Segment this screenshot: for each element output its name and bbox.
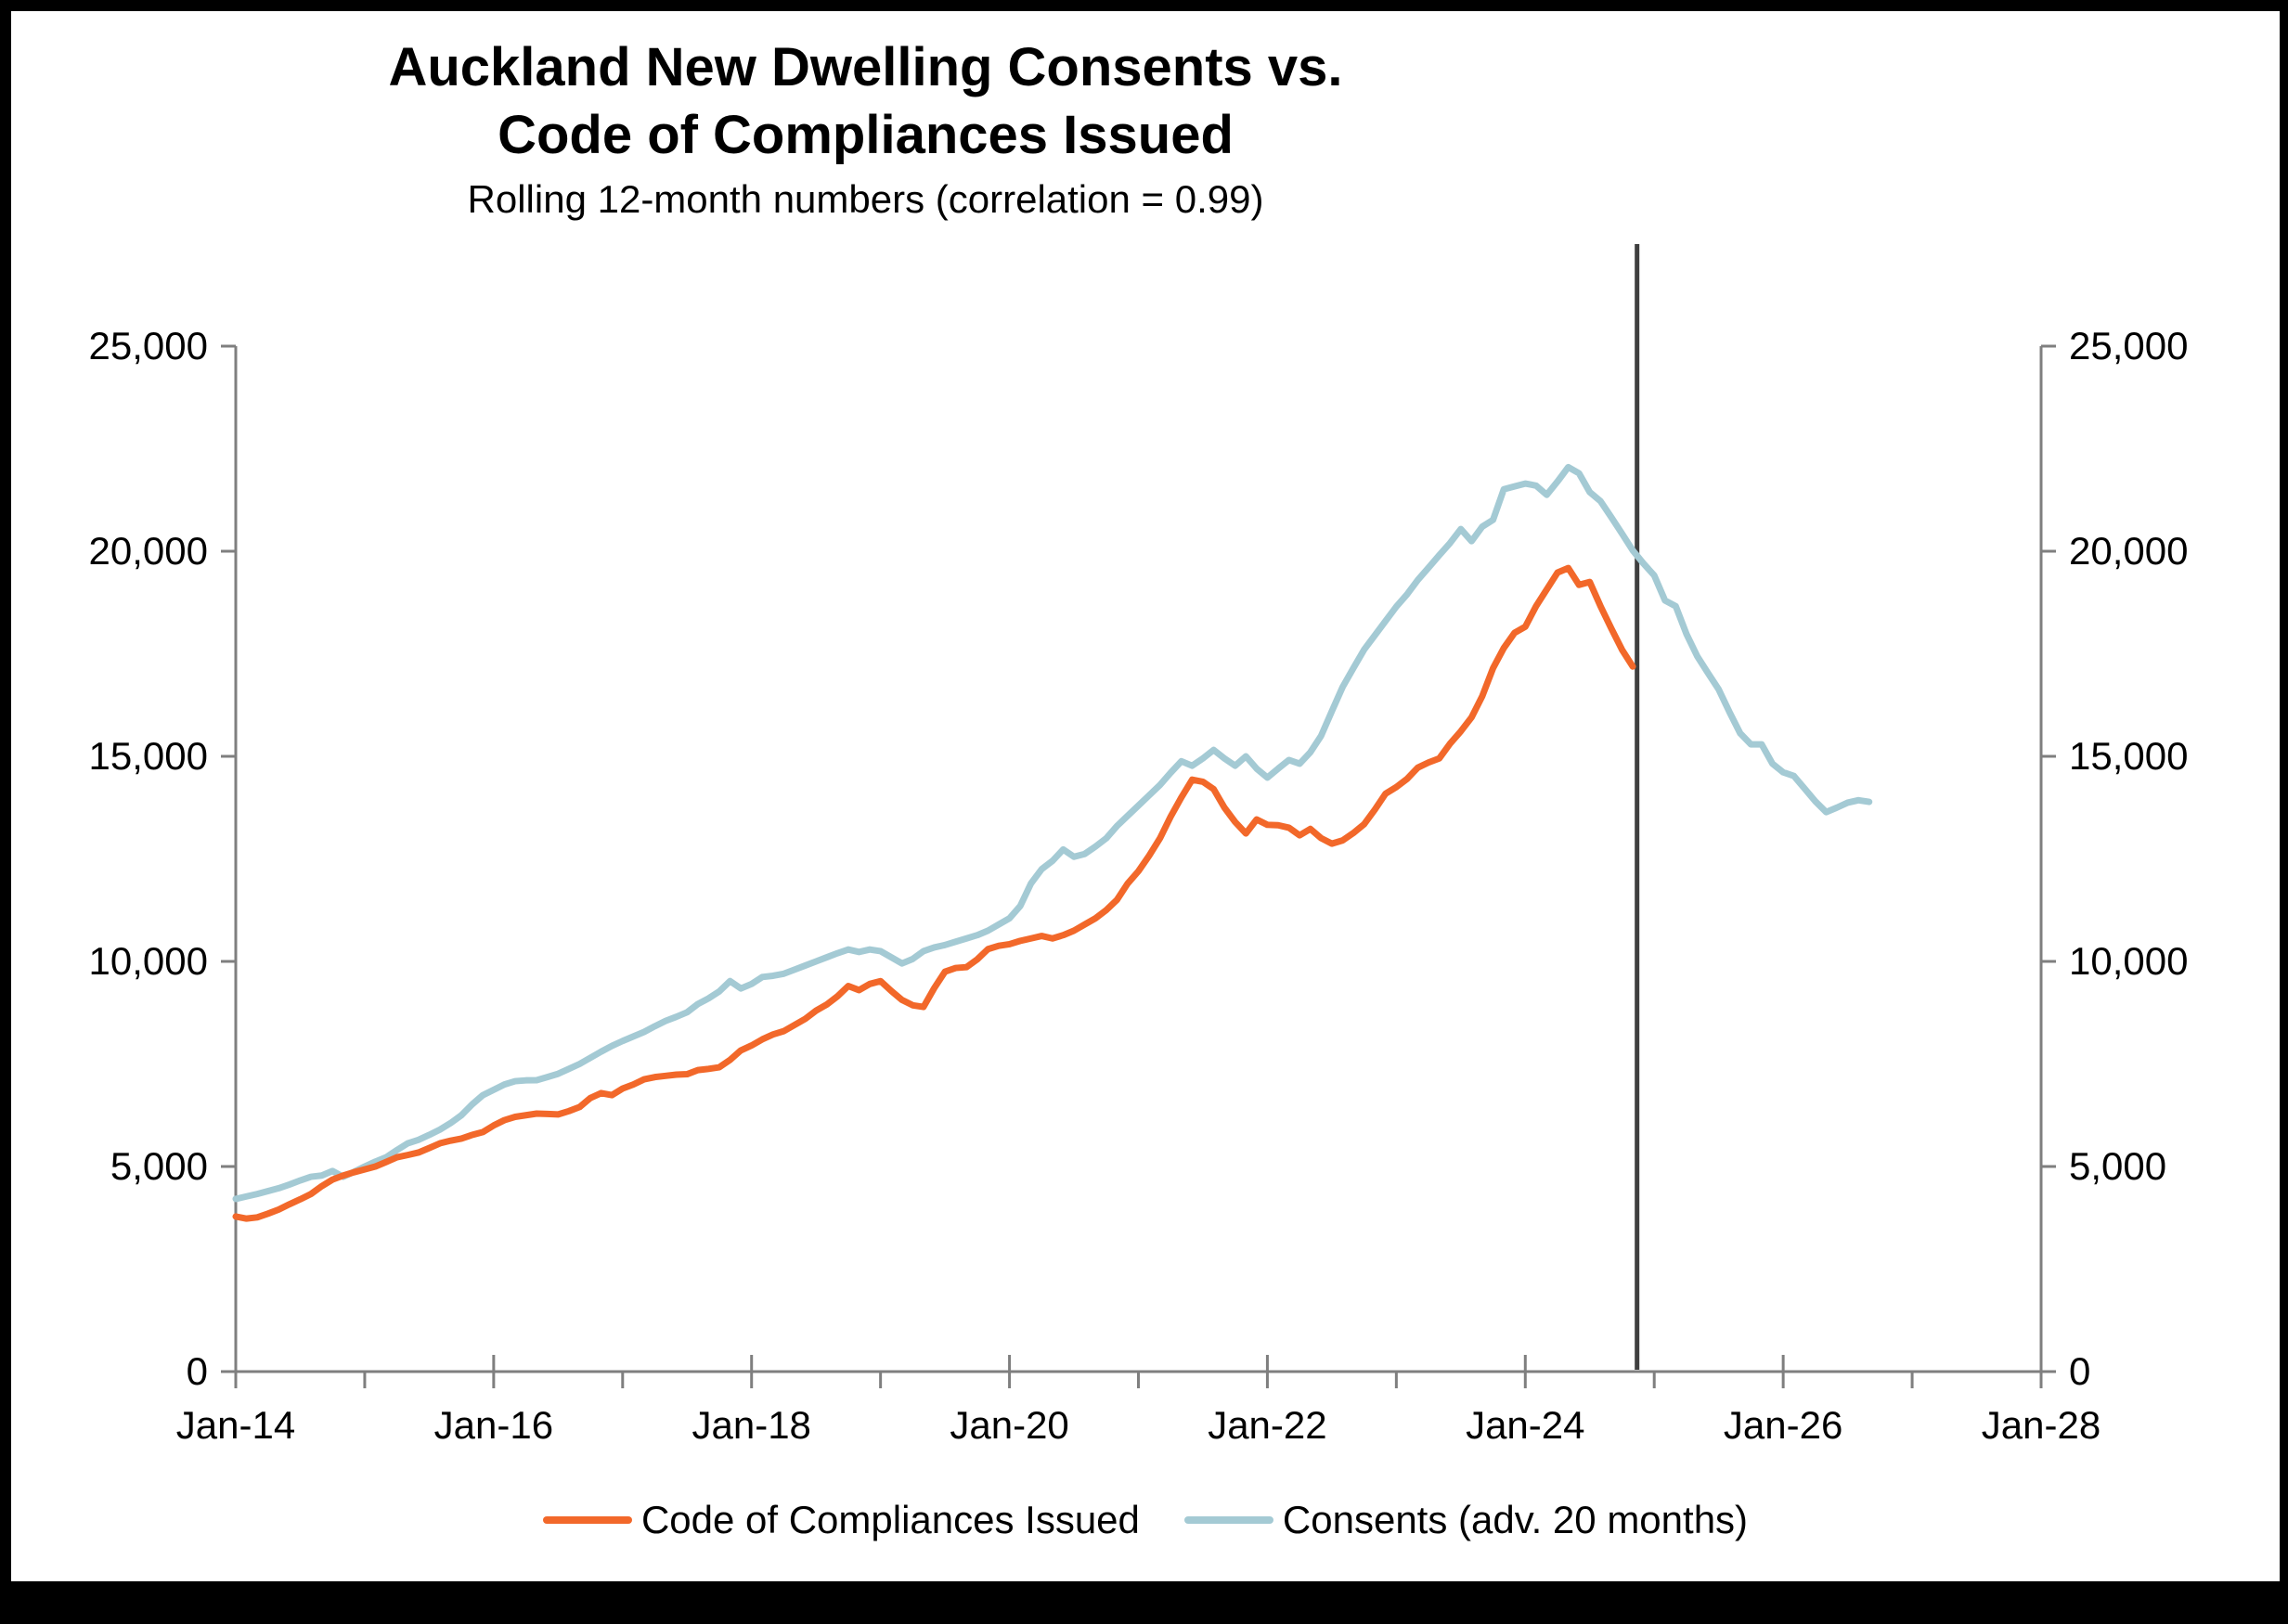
frame-border-bottom (0, 1581, 2288, 1624)
ccc-line (232, 564, 1636, 1222)
consents-line-swatch (1183, 1516, 1273, 1524)
frame-border-right (2280, 0, 2288, 1624)
consents-line (232, 463, 1873, 1203)
x-axis-label: Jan-18 (692, 1403, 811, 1447)
x-axis-label: Jan-14 (176, 1403, 295, 1447)
chart-title-line-1: Auckland New Dwelling Consents vs. (388, 37, 1343, 97)
x-axis-label: Jan-22 (1208, 1403, 1326, 1447)
y-axis-label-right: 5,000 (2069, 1144, 2166, 1188)
legend-label-ccc: Code of Compliances Issued (640, 1498, 1140, 1541)
x-axis-label: Jan-26 (1724, 1403, 1842, 1447)
chart-title-block: Auckland New Dwelling Consents vs. Code … (0, 33, 1731, 225)
legend-item-ccc: Code of Compliances Issued (542, 1498, 1140, 1542)
y-axis-label-right: 25,000 (2069, 324, 2188, 367)
x-axis-label: Jan-24 (1466, 1403, 1584, 1447)
chart-title-line-2: Code of Compliances Issued (498, 105, 1234, 165)
y-axis-label-right: 20,000 (2069, 529, 2188, 573)
y-axis-label-right: 15,000 (2069, 734, 2188, 778)
y-axis-label-left: 0 (187, 1349, 208, 1393)
x-axis-label: Jan-20 (950, 1403, 1068, 1447)
y-axis-label-left: 10,000 (89, 939, 208, 983)
frame-border-left (0, 0, 11, 1624)
legend-label-consents: Consents (adv. 20 months) (1282, 1498, 1749, 1541)
y-axis-label-left: 5,000 (110, 1144, 208, 1188)
y-axis-label-right: 10,000 (2069, 939, 2188, 983)
ccc-line-swatch (542, 1516, 632, 1524)
y-axis-label-right: 0 (2069, 1349, 2090, 1393)
y-axis-label-left: 15,000 (89, 734, 208, 778)
legend: Code of Compliances Issued Consents (adv… (11, 1498, 2280, 1542)
y-axis-label-left: 25,000 (89, 324, 208, 367)
y-axis-label-left: 20,000 (89, 529, 208, 573)
frame-border-top (0, 0, 2288, 11)
chart-subtitle: Rolling 12-month numbers (correlation = … (467, 177, 1264, 221)
legend-item-consents: Consents (adv. 20 months) (1183, 1498, 1749, 1542)
x-axis-label: Jan-28 (1982, 1403, 2101, 1447)
x-axis-label: Jan-16 (434, 1403, 553, 1447)
